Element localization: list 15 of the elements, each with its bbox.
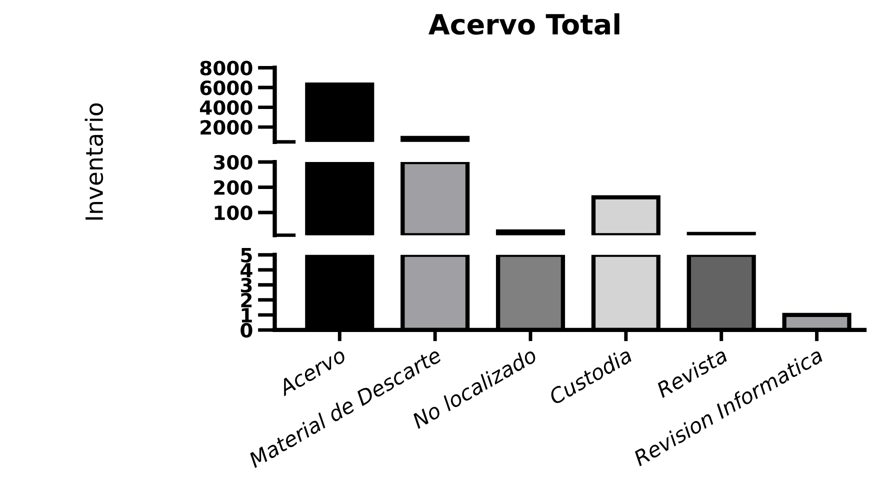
y-tick-label: 100 (214, 205, 252, 220)
y-tick-label: 2 (241, 292, 252, 308)
y-tick-label: 6000 (200, 80, 252, 96)
y-tick-label: 4 (240, 263, 252, 278)
y-tick-label: 2000 (200, 120, 252, 135)
y-axis-title: Inventario (84, 103, 104, 220)
y-tick-label: 1 (242, 308, 252, 322)
y-tick-label: 0 (240, 322, 252, 338)
y-tick-label: 300 (214, 154, 252, 170)
y-tick-label: 8000 (200, 60, 252, 76)
y-tick-label: 3 (240, 278, 252, 293)
y-tick-label: 5 (241, 248, 252, 262)
y-tick-label: 200 (214, 180, 252, 195)
y-tick-label: 4000 (200, 100, 252, 115)
chart-title: Acervo Total (428, 13, 620, 35)
